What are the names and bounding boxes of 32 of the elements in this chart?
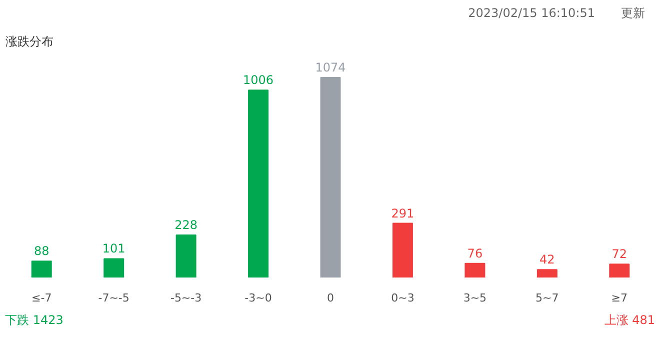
x-tick-label: 0 [327,292,334,305]
data-label: 1006 [243,73,274,88]
text: 更新 [621,5,645,22]
text: 上涨 481 [604,312,655,330]
data-label: 72 [612,247,628,262]
data-label: 291 [391,206,414,220]
bar [320,77,341,278]
bar [464,262,486,278]
text: 下跌 1423 [5,312,64,330]
x-tick-label: 5~7 [536,292,559,305]
x-tick-label: -7~-5 [98,292,130,305]
data-label: 228 [174,218,198,232]
bar [31,260,52,278]
x-tick-label: -3~0 [244,292,272,305]
x-tick-label: ≤-7 [32,292,52,305]
x-tick-label: 3~5 [463,292,487,305]
bar [176,234,196,278]
data-label: 76 [467,246,483,260]
data-label: 88 [34,244,50,258]
text: 2023/02/15 16:10:51 [468,5,595,22]
bar [536,269,558,278]
x-tick-label: ≥7 [611,292,628,305]
bar [104,258,124,278]
data-label: 42 [540,252,555,267]
bar [392,222,413,278]
x-tick-label: 0~3 [391,292,414,305]
data-label: 101 [102,242,126,256]
bar [248,90,269,278]
data-label: 1074 [315,60,346,75]
chart-title: 涨跌分布 [6,34,54,49]
bar [609,264,630,278]
x-tick-label: -5~-3 [170,292,202,305]
